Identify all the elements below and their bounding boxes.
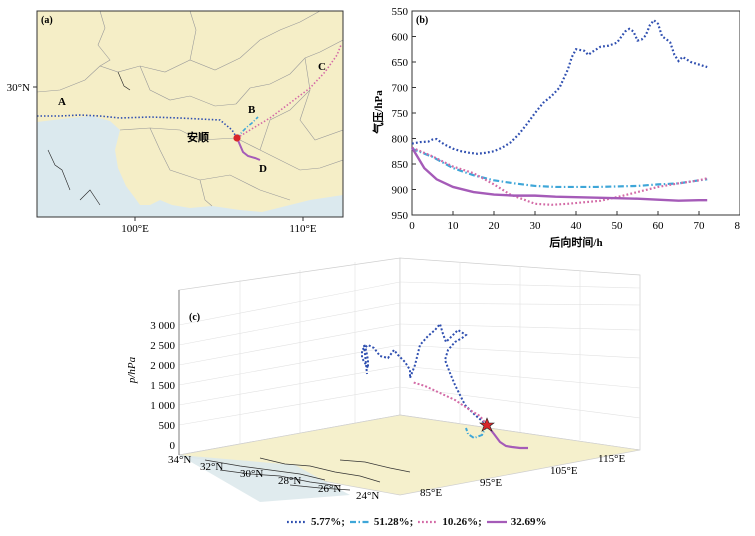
y-tick-label: 850 [392,159,409,171]
legend-label: 5.77%; [311,516,345,528]
lat-tick: 30°N [240,468,263,480]
z-tick: 1 500 [150,380,175,392]
panel-b-label: (b) [416,15,428,26]
panel-c-label: (c) [189,312,200,323]
trajectory-3d-panel: 3 000 2 500 2 000 1 500 1 000 500 0 p/hP… [126,257,641,502]
series-line-d [410,147,708,202]
map-label-d: D [259,163,267,175]
y-tick-label: 650 [392,57,409,69]
lat-tick: 32°N [200,461,223,473]
y-tick-label: 700 [392,83,409,95]
legend-swatch [287,520,307,524]
panel-a-label: (a) [41,15,53,26]
lon-tick: 95°E [480,477,502,489]
legend-item: 5.77%; [286,516,345,528]
traj3d-a [361,321,488,426]
map-lon-tick-110: 110°E [289,223,316,235]
pressure-line-chart: (b) 0 10 20 30 40 50 60 70 80 550 600 650 700 750 800 8… [371,6,741,249]
series-line-b [411,147,708,189]
series-line-a [411,18,708,155]
trajectory-d [236,137,261,161]
x-tick-label: 50 [612,220,624,232]
legend-swatch [349,520,370,524]
map-panel: (a) A B C D 安顺 30°N 100°E 110°E [7,10,344,235]
traj3d-d [486,424,528,450]
lat-tick: 34°N [168,454,191,466]
y-tick-label: 750 [392,108,409,120]
map-label-c: C [318,61,326,73]
x-tick-label: 70 [694,220,706,232]
legend-swatch [418,520,439,524]
x-tick-label: 0 [409,220,415,232]
x-tick-label: 20 [489,220,501,232]
legend-item: 51.28%; [349,516,413,528]
chart-b-xlabel: 后向时间/h [549,235,602,249]
trajectory-a [37,114,238,139]
legend-label: 51.28%; [373,516,414,528]
y-tick-label: 550 [392,6,409,18]
x-tick-label: 80 [735,220,741,232]
y-tick-label: 950 [392,210,409,222]
z-axis-label: p/hPa [126,356,138,384]
trajectory-b [236,116,259,139]
lat-tick: 28°N [278,475,301,487]
y-tick-label: 900 [392,185,409,197]
station-label: 安顺 [187,130,209,144]
z-tick: 3 000 [150,320,175,332]
z-tick: 500 [159,420,176,432]
y-tick-label: 600 [392,32,409,44]
map-label-a: A [58,96,66,108]
z-tick: 2 000 [150,360,175,372]
z-tick: 2 500 [150,340,175,352]
x-tick-label: 60 [653,220,665,232]
x-tick-label: 40 [571,220,583,232]
legend-item: 10.26%; [417,516,482,528]
z-tick: 0 [170,440,176,452]
legend: 5.77%; 51.28%; 10.26%; 32.69% [286,516,547,528]
lon-tick: 85°E [420,487,442,499]
map-sea [37,116,343,217]
traj3d-c [411,381,488,426]
x-tick-label: 30 [530,220,542,232]
station-marker [233,134,241,142]
chart-b-ylabel: 气压/hPa [371,90,385,135]
legend-label: 10.26%; [442,516,482,528]
legend-swatch [486,520,507,524]
legend-item: 32.69% [486,516,547,528]
lat-tick: 26°N [318,483,341,495]
map-lat-tick: 30°N [7,82,30,94]
series-line-c [411,146,708,206]
lat-tick: 24°N [356,490,379,502]
station-star-icon [479,417,495,432]
lon-tick: 105°E [550,465,578,477]
traj3d-b [465,424,488,440]
map-lon-tick-100: 100°E [121,223,149,235]
z-tick: 1 000 [150,400,175,412]
map-label-b: B [248,104,256,116]
lon-tick: 115°E [598,453,625,465]
y-tick-label: 800 [392,134,409,146]
legend-label: 32.69% [510,516,547,528]
x-tick-label: 10 [448,220,460,232]
